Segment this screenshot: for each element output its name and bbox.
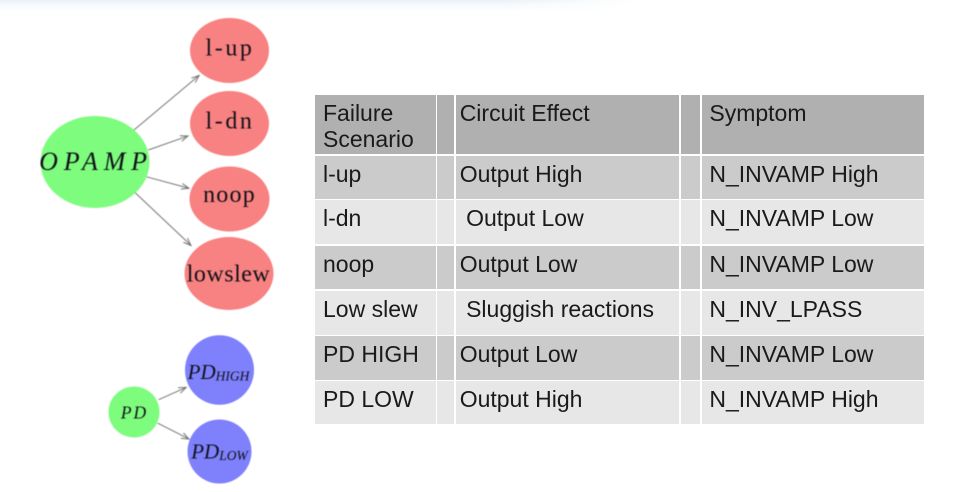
svg-text:l-up: l-up bbox=[205, 35, 254, 61]
svg-text:OPAMP: OPAMP bbox=[39, 147, 153, 176]
svg-text:l-dn: l-dn bbox=[205, 108, 254, 134]
svg-text:noop: noop bbox=[203, 182, 256, 208]
svg-text:lowslew: lowslew bbox=[187, 262, 271, 288]
svg-text:PD: PD bbox=[120, 402, 148, 422]
